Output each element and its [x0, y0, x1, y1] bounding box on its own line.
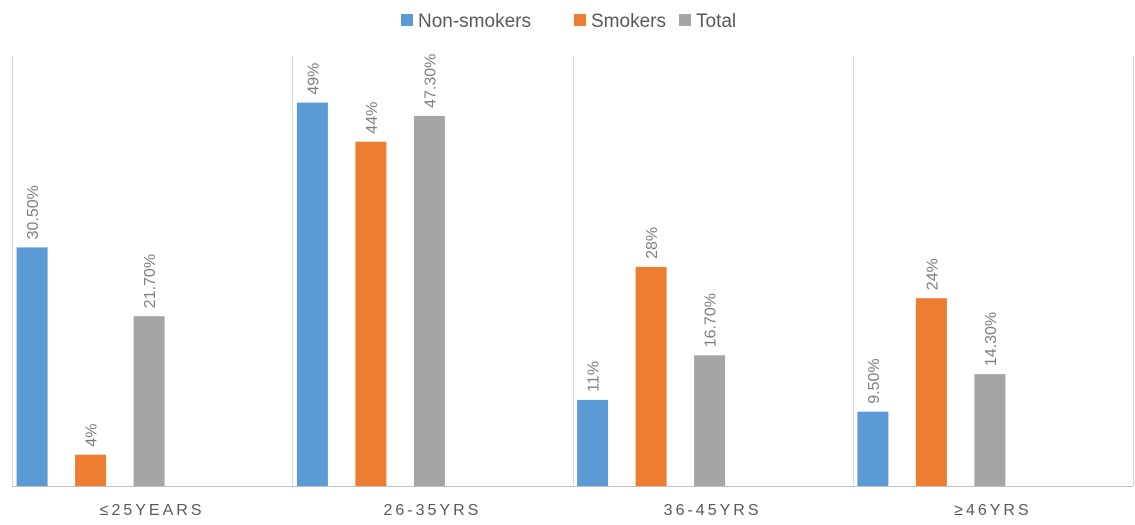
x-axis-tick-labels: ≤25YEARS 26-35YRS 36-45YRS ≥46YRS — [100, 502, 1031, 519]
category-gridlines — [12, 56, 1134, 486]
x-tick-label-3: 36-45YRS — [664, 502, 762, 519]
legend-label-total: Total — [696, 11, 736, 32]
x-tick-label-4: ≥46YRS — [954, 502, 1031, 519]
bar-non-smokers-4 — [857, 411, 889, 486]
x-tick-label-2: 26-35YRS — [383, 502, 481, 519]
bar-smokers-4 — [915, 298, 947, 486]
legend-label-non-smokers: Non-smokers — [418, 11, 531, 32]
bar-smokers-2 — [355, 141, 387, 486]
legend-item-total: Total — [679, 11, 736, 32]
bar-smokers-3 — [635, 266, 667, 486]
bar-total-1 — [133, 316, 165, 486]
data-label-smokers-2: 44% — [364, 102, 381, 134]
data-label-non-smokers-3: 11% — [586, 361, 603, 392]
bar-non-smokers-1 — [16, 247, 48, 486]
data-label-smokers-1: 4% — [84, 424, 101, 447]
data-label-non-smokers-1: 30.50% — [25, 185, 42, 239]
bars — [16, 102, 1006, 487]
legend-swatch-smokers — [574, 14, 586, 26]
x-tick-label-1: ≤25YEARS — [100, 502, 205, 519]
bar-total-2 — [413, 115, 445, 487]
data-label-total-4: 14.30% — [983, 312, 1000, 366]
data-label-total-1: 21.70% — [142, 254, 159, 308]
data-labels: 30.50% 4% 21.70% 49% 44% 47.30% 11% 28% 16.70% 9.… — [25, 54, 1000, 447]
data-label-total-2: 47.30% — [422, 54, 439, 108]
bar-smokers-1 — [75, 454, 107, 486]
data-label-smokers-4: 24% — [924, 258, 941, 290]
data-label-smokers-3: 28% — [644, 227, 661, 259]
bar-non-smokers-3 — [577, 399, 609, 486]
data-label-non-smokers-4: 9.50% — [866, 358, 883, 403]
data-label-total-3: 16.70% — [703, 293, 720, 347]
bar-non-smokers-2 — [296, 102, 328, 486]
legend-swatch-total — [679, 14, 691, 26]
legend: Non-smokers Smokers Total — [401, 11, 736, 32]
legend-item-non-smokers: Non-smokers — [401, 11, 531, 32]
legend-item-smokers: Smokers — [574, 11, 666, 32]
legend-swatch-non-smokers — [401, 14, 413, 26]
bar-total-3 — [694, 355, 726, 486]
data-label-non-smokers-2: 49% — [305, 63, 322, 95]
legend-label-smokers: Smokers — [591, 11, 666, 32]
bar-total-4 — [974, 374, 1006, 486]
